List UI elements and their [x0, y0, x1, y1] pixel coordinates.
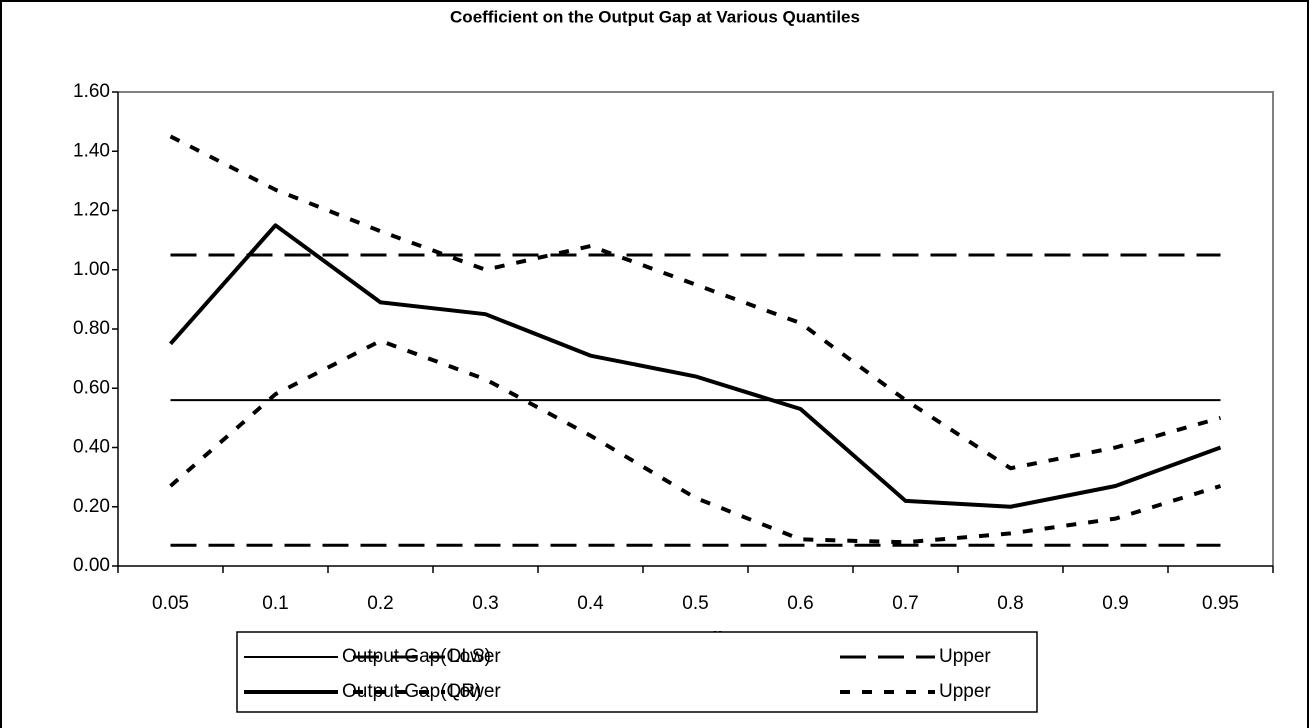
- y-tick-label: 0.00: [73, 555, 110, 576]
- x-tick-label: 0.2: [367, 593, 393, 614]
- y-tick-label: 1.20: [73, 200, 110, 221]
- x-tick-label: 0.1: [262, 593, 288, 614]
- x-tick-label: 0.9: [1102, 593, 1128, 614]
- series-line: [169, 223, 1222, 509]
- x-tick-label: 0.95: [1202, 593, 1239, 614]
- legend-label: Upper: [939, 681, 991, 702]
- series-line: [169, 338, 1222, 545]
- x-tick-label: 0.4: [577, 593, 604, 614]
- y-tick-label: 0.80: [73, 318, 110, 339]
- chart-title: Coefficient on the Output Gap at Various…: [450, 7, 860, 26]
- plot-frame: [118, 91, 1274, 566]
- x-tick-label: 0.05: [152, 593, 189, 614]
- legend-label: Lower: [449, 681, 501, 702]
- x-tick-label: 0.6: [787, 593, 813, 614]
- y-tick-label: 1.00: [73, 259, 110, 280]
- legend-label: Output Gap(QR): [342, 681, 481, 702]
- y-tick-label: 0.60: [73, 377, 110, 398]
- y-tick-label: 0.20: [73, 496, 110, 517]
- y-tick-label: 1.40: [73, 140, 110, 161]
- x-tick-label: 0.5: [682, 593, 708, 614]
- y-tick-label: 0.40: [73, 437, 110, 458]
- y-tick-label: 1.60: [73, 81, 110, 102]
- x-tick-label: 0.7: [892, 593, 918, 614]
- x-tick-label: 0.8: [997, 593, 1023, 614]
- legend-label: Upper: [939, 646, 991, 667]
- legend-box: [236, 631, 1038, 713]
- x-tick-label: 0.3: [472, 593, 498, 614]
- legend-label: Lower: [449, 646, 501, 667]
